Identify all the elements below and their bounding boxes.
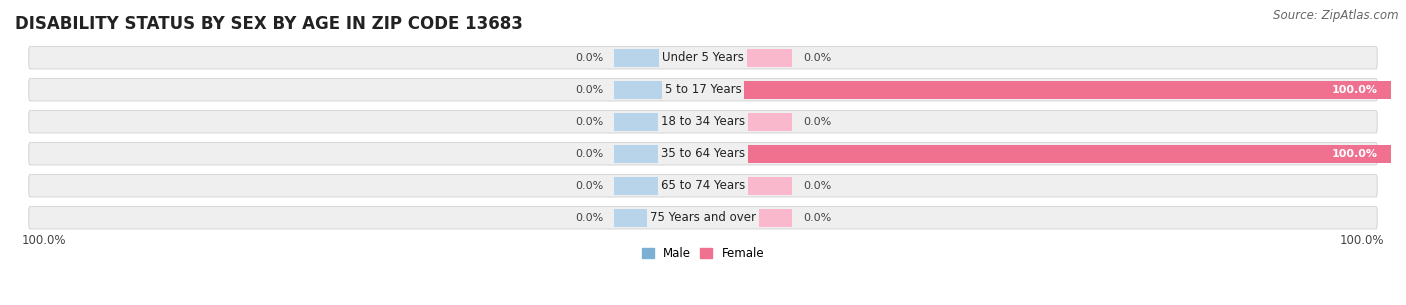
FancyBboxPatch shape (28, 46, 1378, 69)
Text: 100.0%: 100.0% (1331, 85, 1378, 95)
Bar (613, 49, 703, 67)
Text: 0.0%: 0.0% (575, 213, 603, 223)
Bar (613, 209, 703, 227)
Bar (703, 49, 793, 67)
Text: 0.0%: 0.0% (803, 117, 831, 127)
Text: 100.0%: 100.0% (22, 234, 66, 247)
Bar (613, 81, 703, 99)
Text: 35 to 64 Years: 35 to 64 Years (661, 147, 745, 160)
FancyBboxPatch shape (28, 110, 1378, 133)
FancyBboxPatch shape (28, 78, 1378, 101)
Text: 75 Years and over: 75 Years and over (650, 211, 756, 224)
Bar (703, 113, 793, 131)
FancyBboxPatch shape (28, 206, 1378, 229)
Bar (613, 145, 703, 163)
Text: 18 to 34 Years: 18 to 34 Years (661, 115, 745, 128)
Text: 5 to 17 Years: 5 to 17 Years (665, 83, 741, 96)
Text: 65 to 74 Years: 65 to 74 Years (661, 179, 745, 192)
Text: 0.0%: 0.0% (575, 85, 603, 95)
Text: 0.0%: 0.0% (575, 117, 603, 127)
Text: 0.0%: 0.0% (575, 149, 603, 159)
Bar (703, 145, 1391, 163)
Text: 100.0%: 100.0% (1331, 149, 1378, 159)
Bar (613, 113, 703, 131)
Text: Source: ZipAtlas.com: Source: ZipAtlas.com (1274, 9, 1399, 22)
Text: 0.0%: 0.0% (803, 181, 831, 191)
Bar (703, 177, 793, 195)
Text: 0.0%: 0.0% (803, 213, 831, 223)
FancyBboxPatch shape (28, 142, 1378, 165)
FancyBboxPatch shape (28, 174, 1378, 197)
Bar (703, 209, 793, 227)
Text: 0.0%: 0.0% (575, 181, 603, 191)
Text: DISABILITY STATUS BY SEX BY AGE IN ZIP CODE 13683: DISABILITY STATUS BY SEX BY AGE IN ZIP C… (15, 15, 523, 33)
Text: 0.0%: 0.0% (575, 53, 603, 63)
Text: 100.0%: 100.0% (1340, 234, 1384, 247)
Text: Under 5 Years: Under 5 Years (662, 51, 744, 64)
Bar (703, 81, 1391, 99)
Text: 0.0%: 0.0% (803, 53, 831, 63)
Bar (613, 177, 703, 195)
Legend: Male, Female: Male, Female (637, 242, 769, 264)
